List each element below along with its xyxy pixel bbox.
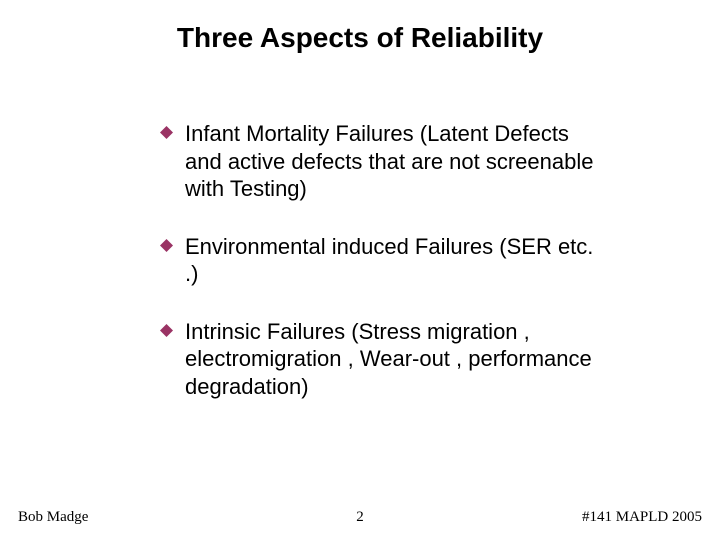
slide-title: Three Aspects of Reliability (0, 22, 720, 54)
bullet-item: Infant Mortality Failures (Latent Defect… (160, 120, 600, 203)
slide: Three Aspects of Reliability Infant Mort… (0, 0, 720, 540)
bullet-text: Intrinsic Failures (Stress migration , e… (185, 318, 600, 401)
diamond-bullet-icon (160, 239, 173, 252)
bullet-list: Infant Mortality Failures (Latent Defect… (160, 120, 600, 400)
bullet-item: Intrinsic Failures (Stress migration , e… (160, 318, 600, 401)
bullet-text: Infant Mortality Failures (Latent Defect… (185, 120, 600, 203)
bullet-text: Environmental induced Failures (SER etc.… (185, 233, 600, 288)
bullet-item: Environmental induced Failures (SER etc.… (160, 233, 600, 288)
footer-event: #141 MAPLD 2005 (582, 509, 702, 526)
diamond-bullet-icon (160, 126, 173, 139)
diamond-bullet-icon (160, 324, 173, 337)
